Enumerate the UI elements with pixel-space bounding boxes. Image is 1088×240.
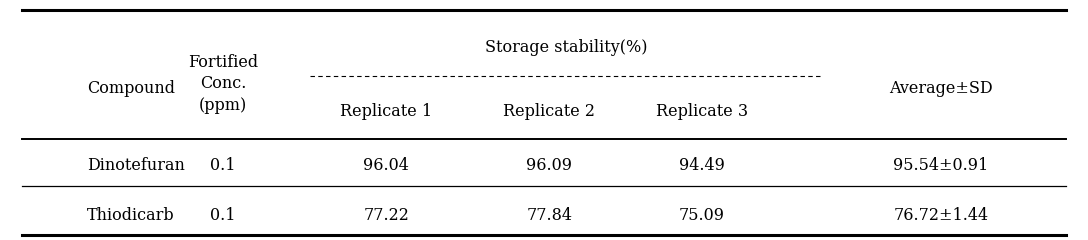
Text: 96.09: 96.09 [527,157,572,174]
Text: Average±SD: Average±SD [889,80,993,97]
Text: 77.22: 77.22 [363,208,409,224]
Text: 77.84: 77.84 [527,208,572,224]
Text: Fortified
Conc.
(ppm): Fortified Conc. (ppm) [188,54,258,114]
Text: Replicate 2: Replicate 2 [504,103,595,120]
Text: 0.1: 0.1 [210,208,236,224]
Text: Dinotefuran: Dinotefuran [87,157,185,174]
Text: Replicate 1: Replicate 1 [341,103,432,120]
Text: Thiodicarb: Thiodicarb [87,208,175,224]
Text: Storage stability(%): Storage stability(%) [484,40,647,56]
Text: 0.1: 0.1 [210,157,236,174]
Text: 95.54±0.91: 95.54±0.91 [893,157,989,174]
Text: Replicate 3: Replicate 3 [656,103,747,120]
Text: Compound: Compound [87,80,175,97]
Text: 94.49: 94.49 [679,157,725,174]
Text: 76.72±1.44: 76.72±1.44 [893,208,989,224]
Text: 75.09: 75.09 [679,208,725,224]
Text: 96.04: 96.04 [363,157,409,174]
